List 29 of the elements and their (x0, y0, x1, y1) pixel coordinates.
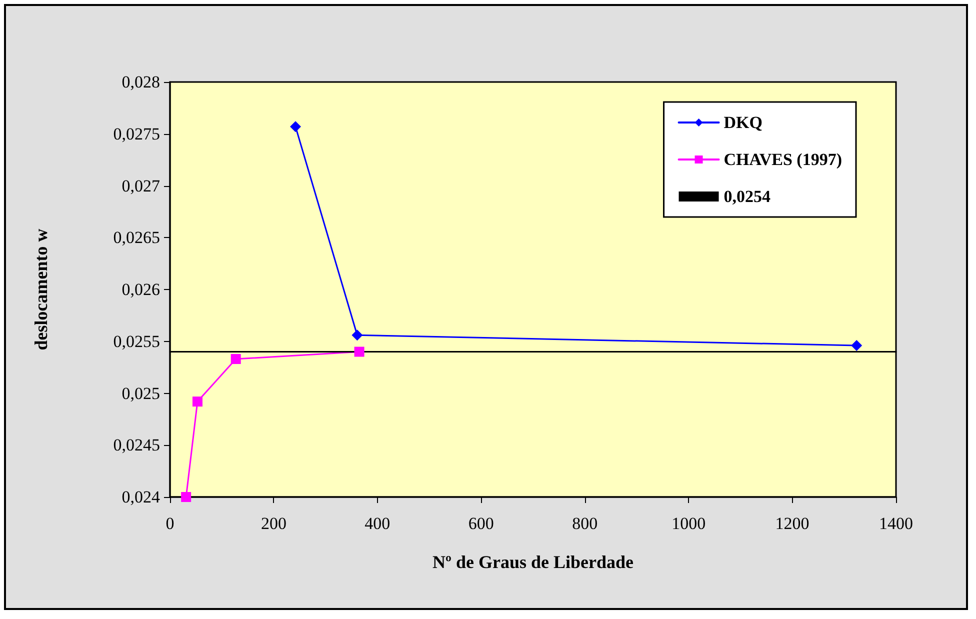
y-tick-label: 0,0255 (113, 332, 160, 351)
y-tick-label: 0,025 (122, 384, 160, 403)
x-tick-label: 1000 (672, 514, 706, 533)
x-tick-label: 800 (572, 514, 598, 533)
point (352, 330, 363, 341)
legend-label: DKQ (724, 113, 763, 132)
y-axis-title: deslocamento w (31, 228, 51, 350)
point (851, 340, 862, 352)
point (230, 354, 241, 364)
x-tick-label: 1400 (879, 514, 913, 533)
point (192, 396, 202, 407)
y-tick-label: 0,027 (122, 176, 160, 196)
x-tick-label: 1200 (775, 514, 810, 533)
point (290, 121, 301, 132)
x-tick-label: 0 (166, 514, 174, 533)
y-tick-label: 0,028 (122, 72, 160, 92)
x-tick-label: 600 (468, 514, 494, 533)
legend-label: CHAVES (1997) (724, 150, 842, 169)
y-tick-label: 0,0245 (113, 436, 160, 455)
legend-label: 0,0254 (724, 187, 772, 206)
x-tick-label: 200 (260, 514, 286, 533)
point (354, 346, 364, 357)
point (181, 492, 192, 502)
y-tick-label: 0,024 (122, 488, 160, 506)
y-tick-label: 0,0265 (113, 228, 160, 248)
y-tick-label: 0,0275 (113, 124, 160, 144)
x-axis-title: Nº de Graus de Liberdade (432, 552, 634, 572)
x-tick-label: 400 (364, 514, 390, 533)
y-tick-label: 0,026 (122, 280, 160, 299)
